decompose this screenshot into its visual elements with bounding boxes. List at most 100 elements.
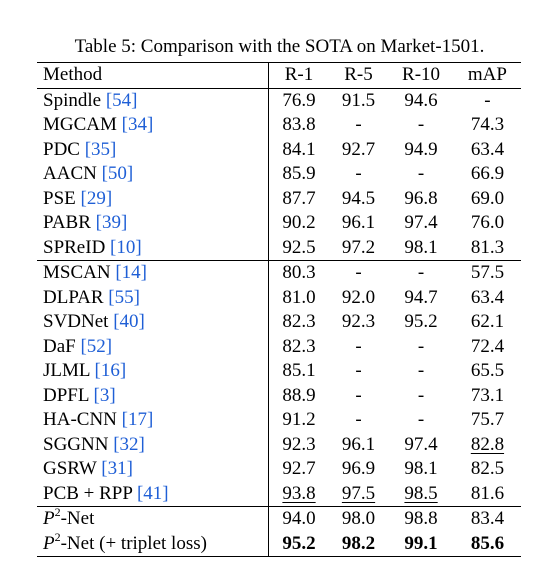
- method-cell: HA-CNN [17]: [37, 408, 270, 433]
- method-name-suffix: -Net: [60, 508, 95, 529]
- method-name: DaF: [43, 335, 76, 357]
- value-r10: 94.7: [388, 286, 454, 311]
- citation-link[interactable]: [10]: [110, 236, 142, 258]
- value-text: 92.3: [341, 311, 376, 332]
- citation-link[interactable]: [29]: [80, 187, 113, 209]
- method-name: AACN: [43, 163, 97, 184]
- value-r10: 99.1: [388, 531, 454, 557]
- value-map: 81.6: [454, 482, 521, 507]
- value-r1: 81.0: [269, 286, 329, 311]
- value-r5: -: [329, 113, 388, 138]
- table-row: PDC [35] 84.1 92.7 94.9 63.4: [37, 137, 521, 163]
- value-text: -: [355, 262, 362, 283]
- table-row: HA-CNN [17] 91.2 - - 75.7: [37, 408, 521, 433]
- value-text: 98.8: [404, 508, 438, 529]
- citation-link[interactable]: [39]: [95, 212, 128, 233]
- header-r10: R-10: [402, 64, 441, 85]
- citation-link[interactable]: [34]: [121, 114, 154, 135]
- value-r10: 95.2: [388, 310, 454, 335]
- method-name: PABR: [43, 212, 91, 233]
- value-text: 96.8: [404, 187, 438, 209]
- value-r1: 88.9: [269, 384, 329, 409]
- value-r10: -: [388, 162, 454, 187]
- value-r5: 92.3: [329, 310, 388, 335]
- value-map: 74.3: [454, 113, 521, 138]
- table-row: DPFL [3] 88.9 - - 73.1: [37, 383, 521, 409]
- method-name-prefix: P: [43, 532, 55, 554]
- method-name: SGGNN: [43, 433, 109, 455]
- value-text: 92.3: [282, 433, 316, 455]
- value-text: 97.5: [341, 482, 376, 504]
- value-r1: 94.0: [268, 506, 329, 532]
- citation-link[interactable]: [17]: [121, 409, 154, 430]
- citation-link[interactable]: [35]: [84, 138, 117, 160]
- value-text: 92.5: [282, 236, 316, 258]
- value-r5: 97.5: [329, 482, 388, 507]
- value-text: 84.1: [282, 138, 316, 160]
- citation-link[interactable]: [54]: [105, 89, 138, 111]
- value-map: 57.5: [453, 260, 521, 286]
- value-text: -: [417, 163, 425, 184]
- value-text: 95.2: [404, 311, 438, 332]
- citation-link[interactable]: [31]: [101, 458, 133, 479]
- value-r10: -: [388, 113, 454, 138]
- value-text: 98.1: [404, 458, 438, 479]
- value-text: 94.7: [404, 286, 438, 308]
- citation-link[interactable]: [41]: [136, 482, 169, 504]
- value-text: 81.3: [470, 236, 505, 258]
- citation-link[interactable]: [50]: [101, 163, 134, 184]
- value-text: 69.0: [470, 187, 505, 209]
- value-text: 74.3: [470, 114, 505, 135]
- value-map: 83.4: [453, 506, 521, 532]
- value-map: 63.4: [454, 138, 521, 163]
- table-row: Spindle [54] 76.9 91.5 94.6 -: [37, 88, 521, 113]
- value-text: 75.7: [470, 409, 505, 430]
- value-text: -: [355, 384, 362, 406]
- value-r10: -: [388, 260, 454, 286]
- value-text: 82.5: [470, 458, 505, 479]
- method-name-sup: 2: [54, 505, 61, 519]
- value-text: 82.3: [282, 335, 316, 357]
- value-r1: 85.9: [269, 162, 329, 187]
- value-r1: 84.1: [269, 138, 329, 163]
- value-r5: 96.9: [329, 457, 388, 482]
- value-r10: -: [388, 359, 454, 384]
- citation-link[interactable]: [32]: [113, 433, 145, 455]
- value-text: -: [417, 384, 425, 406]
- citation-link[interactable]: [55]: [108, 286, 140, 308]
- value-text: 65.5: [470, 360, 505, 381]
- sota-comparison-table: Method R-1 R-5 R-10 mAP Spindle [54] 76.9…: [37, 62, 521, 557]
- value-r5: -: [328, 260, 389, 286]
- table-row: PCB + RPP [41] 93.8 97.5 98.5 81.6: [37, 481, 521, 507]
- value-r1: 83.8: [269, 113, 329, 138]
- table-row-ours: P2-Net 94.0 98.0 98.8 83.4: [37, 505, 521, 532]
- table-row: PSE [29] 87.7 94.5 96.8 69.0: [37, 186, 521, 212]
- citation-link[interactable]: [40]: [113, 311, 145, 332]
- value-r5: -: [329, 162, 388, 187]
- value-text: 83.4: [470, 508, 505, 529]
- citation-link[interactable]: [16]: [94, 360, 127, 381]
- value-r5: 96.1: [329, 211, 388, 236]
- value-r5: 94.5: [329, 187, 388, 212]
- method-cell: DLPAR [55]: [37, 285, 270, 310]
- value-r5: -: [329, 384, 388, 409]
- citation-link[interactable]: [52]: [80, 335, 113, 357]
- method-name: GSRW: [43, 458, 97, 479]
- method-cell: PCB + RPP [41]: [37, 481, 270, 507]
- method-name-prefix: P: [43, 508, 55, 529]
- value-r5: -: [329, 408, 388, 433]
- method-cell: P2-Net: [37, 505, 270, 532]
- value-text: 62.1: [470, 311, 505, 332]
- method-name: HA-CNN: [43, 409, 117, 430]
- value-r1: 95.2: [268, 531, 329, 557]
- citation-link[interactable]: [14]: [115, 262, 147, 283]
- citation-link[interactable]: [3]: [93, 384, 116, 406]
- method-cell: PABR [39]: [37, 211, 270, 236]
- value-text: 91.5: [341, 89, 376, 111]
- value-text: -: [355, 163, 362, 184]
- value-r5: -: [329, 335, 388, 360]
- value-map: 81.3: [454, 236, 521, 261]
- value-r5: 98.2: [328, 531, 389, 557]
- value-text: 85.9: [282, 163, 316, 184]
